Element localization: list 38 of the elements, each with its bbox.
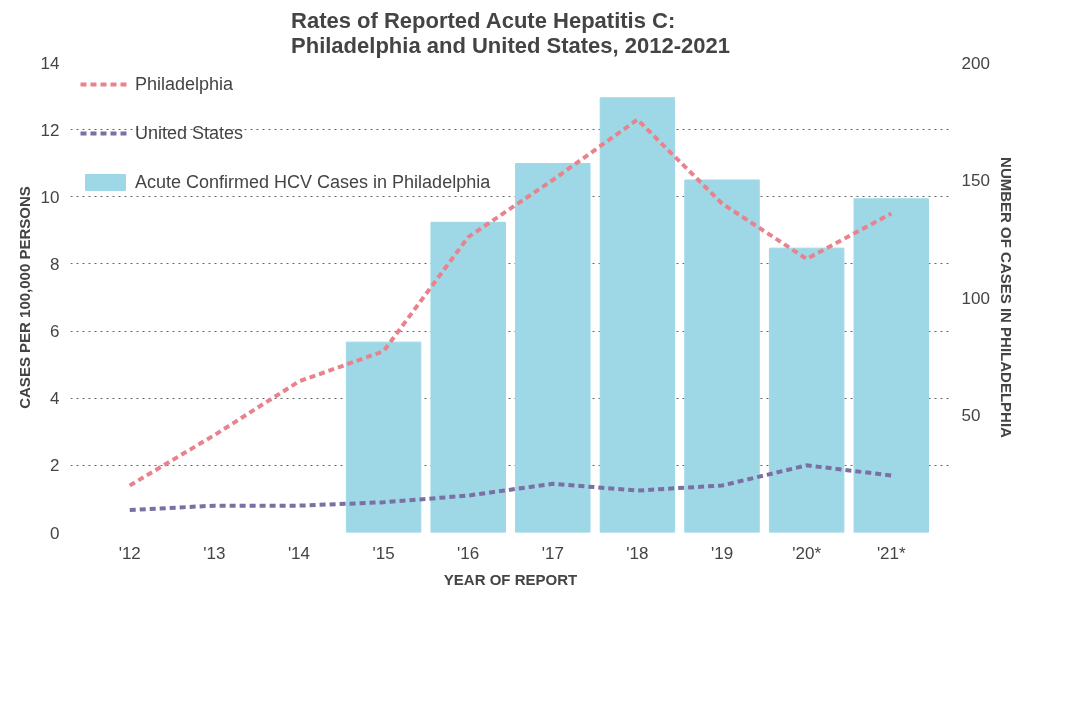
y-tick-label: 14 [40, 53, 60, 73]
y-tick-label: 8 [50, 254, 60, 274]
x-tick-label: '16 [457, 543, 480, 563]
x-tick-label: '12 [118, 543, 141, 563]
bar [853, 198, 929, 533]
x-axis-title: YEAR OF REPORT [443, 570, 578, 588]
y-tick-label: 12 [40, 120, 60, 140]
y2-tick-label: 150 [961, 171, 990, 190]
legend-label: Philadelphia [135, 72, 234, 96]
chart-title: Rates of Reported Acute Hepatitis C: Philadelphia and United States, 2012-2021 [291, 7, 730, 58]
y2-axis-title: NUMBER OF CASES IN PHILADELPHIA [997, 157, 1015, 439]
line-series [127, 117, 894, 488]
line-series [127, 463, 894, 513]
y-tick-label: 0 [50, 523, 60, 543]
bar [430, 221, 506, 533]
bar [345, 341, 422, 533]
legend-label: United States [135, 121, 244, 145]
x-tick-label: '18 [626, 543, 649, 563]
legend-label: Acute Confirmed HCV Cases in Philadelphia [135, 170, 491, 194]
x-tick-label: '20* [792, 543, 822, 563]
y2-tick-label: 100 [961, 288, 990, 308]
bar [515, 163, 591, 533]
bar [599, 97, 676, 533]
y-tick-label: 10 [40, 187, 60, 207]
x-tick-label: '19 [710, 543, 734, 563]
y-axis-title: CASES PER 100,000 PERSONS [15, 186, 33, 409]
bar [768, 247, 845, 533]
x-tick-label: '14 [287, 543, 311, 563]
x-tick-label: '13 [203, 543, 226, 563]
x-tick-label: '21* [876, 543, 907, 563]
y-tick-label: 4 [50, 389, 60, 409]
x-tick-label: '15 [372, 543, 395, 563]
y2-tick-label: 200 [961, 53, 990, 73]
bar [684, 179, 760, 533]
y-tick-label: 2 [50, 456, 60, 476]
y-tick-label: 6 [50, 322, 60, 342]
y2-tick-label: 50 [961, 406, 981, 425]
x-tick-label: '17 [541, 543, 564, 563]
